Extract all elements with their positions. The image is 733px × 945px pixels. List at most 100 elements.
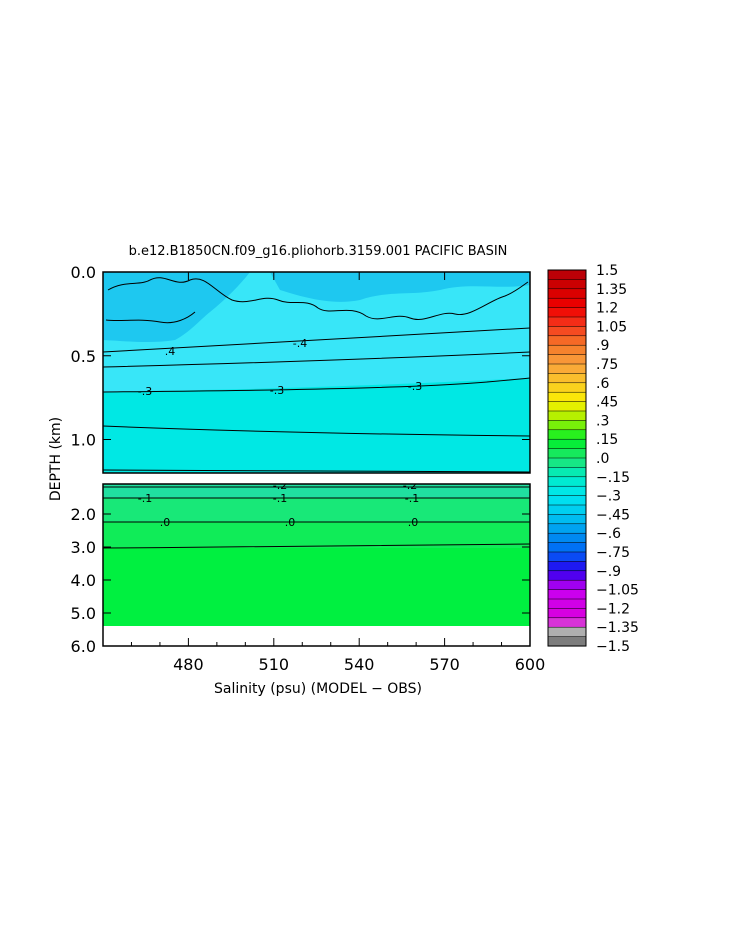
upper-panel: .4 -.4 -.3 -.3 -.3 xyxy=(103,272,530,473)
colorbar-label: .45 xyxy=(596,395,618,411)
colorbar-swatch xyxy=(547,617,587,628)
contour-label-minus-point-3-a: -.3 xyxy=(138,385,152,398)
upper-band-surface-2 xyxy=(270,272,530,302)
lower-band-aqua xyxy=(103,484,530,498)
x-axis: 480 510 540 570 600 xyxy=(130,272,546,674)
colorbar-label: 1.2 xyxy=(596,301,618,317)
contour-minus-point-3 xyxy=(103,377,530,393)
upper-panel-frame xyxy=(102,271,531,474)
y-tick-label: 2.0 xyxy=(71,505,96,524)
contour-label-minus-point-1-c: -.1 xyxy=(405,492,419,505)
colorbar-swatch xyxy=(547,429,587,440)
colorbar-swatch xyxy=(547,561,587,572)
colorbar-swatch xyxy=(547,335,587,346)
lower-band-green xyxy=(103,522,530,548)
y-axis-lower: 2.0 3.0 4.0 5.0 6.0 xyxy=(71,505,530,656)
contour-label-zero-b: .0 xyxy=(285,516,296,529)
colorbar-swatch xyxy=(547,523,587,534)
colorbar-swatch xyxy=(547,608,587,619)
contour-label-minus-point-2-b: -.2 xyxy=(403,479,417,492)
colorbar-swatch xyxy=(547,279,587,290)
contour-label-zero-c: .0 xyxy=(408,516,419,529)
colorbar-swatch xyxy=(547,363,587,374)
colorbar-swatch xyxy=(547,589,587,600)
lower-panel-frame xyxy=(102,483,531,647)
colorbar-swatch xyxy=(547,438,587,450)
contour-label-zero-a: .0 xyxy=(160,516,171,529)
colorbar-swatch xyxy=(547,307,587,318)
colorbar xyxy=(547,269,587,647)
lower-empty-area xyxy=(103,626,530,646)
colorbar-label: −1.2 xyxy=(596,601,630,617)
colorbar-swatch xyxy=(547,269,587,280)
colorbar-label: −.15 xyxy=(596,470,630,486)
contour-minus-point-4-a xyxy=(103,327,530,353)
colorbar-swatch xyxy=(547,570,587,581)
contour-minus-point-2-upper xyxy=(103,425,530,437)
contour-label-minus-point-3-c: -.3 xyxy=(408,380,422,393)
x-tick-label: 570 xyxy=(429,655,460,674)
contour-deep xyxy=(103,543,530,549)
y-tick-label: 6.0 xyxy=(71,637,96,656)
contour-surface xyxy=(107,277,529,320)
colorbar-swatch xyxy=(547,542,587,553)
contour-surface-inner xyxy=(105,311,196,324)
x-tick-label: 600 xyxy=(515,655,546,674)
contour-label-minus-point-1-b: -.1 xyxy=(273,492,287,505)
contour-label-minus-point-4: -.4 xyxy=(293,337,307,350)
lower-panel: -.2 -.2 -.1 -.1 -.1 .0 .0 .0 xyxy=(103,479,530,646)
y-tick-label: 0.5 xyxy=(71,347,96,366)
colorbar-label: 1.5 xyxy=(596,263,618,279)
contour-label-minus-point-1-a: -.1 xyxy=(138,492,152,505)
colorbar-label: .75 xyxy=(596,357,618,373)
colorbar-label: −1.05 xyxy=(596,583,639,599)
colorbar-swatch xyxy=(547,354,587,365)
y-tick-label: 4.0 xyxy=(71,571,96,590)
colorbar-swatch xyxy=(547,532,587,544)
colorbar-swatch xyxy=(547,467,587,478)
colorbar-swatch xyxy=(547,373,587,384)
colorbar-swatch xyxy=(547,598,587,609)
upper-band-surface xyxy=(103,272,250,343)
colorbar-swatch xyxy=(547,420,587,431)
colorbar-label: −1.35 xyxy=(596,620,639,636)
colorbar-label: −.45 xyxy=(596,507,630,523)
colorbar-swatch xyxy=(547,504,587,515)
y-tick-label: 5.0 xyxy=(71,604,96,623)
colorbar-labels: 1.5 1.35 1.2 1.05 .9 .75 .6 .45 .3 .15 .0 −.15 −.3 −.… xyxy=(596,263,639,655)
colorbar-swatch xyxy=(547,626,587,638)
contour-label-minus-point-2-a: -.2 xyxy=(273,479,287,492)
colorbar-label: −.3 xyxy=(596,489,621,505)
colorbar-label: −.75 xyxy=(596,545,630,561)
colorbar-swatch xyxy=(547,326,587,337)
chart-title: b.e12.B1850CN.f09_g16.pliohorb.3159.001 … xyxy=(129,244,508,259)
colorbar-swatch xyxy=(547,448,587,459)
colorbar-swatch xyxy=(547,476,587,487)
y-axis-upper: 0.0 0.5 1.0 xyxy=(71,263,530,450)
colorbar-label: −.9 xyxy=(596,564,621,580)
colorbar-label: −.6 xyxy=(596,526,621,542)
colorbar-swatch xyxy=(547,485,587,497)
colorbar-swatch xyxy=(547,636,587,647)
y-tick-label: 3.0 xyxy=(71,538,96,557)
colorbar-swatch xyxy=(547,297,587,309)
colorbar-swatch xyxy=(547,316,587,327)
y-tick-label: 1.0 xyxy=(71,431,96,450)
x-tick-label: 510 xyxy=(259,655,290,674)
colorbar-label: .0 xyxy=(596,451,609,467)
colorbar-swatch xyxy=(547,495,587,506)
colorbar-swatch xyxy=(547,288,587,299)
x-tick-label: 540 xyxy=(344,655,375,674)
contour-label-minus-point-3-b: -.3 xyxy=(270,384,284,397)
colorbar-swatch xyxy=(547,457,587,468)
lower-band-mint xyxy=(103,498,530,522)
colorbar-label: .6 xyxy=(596,376,609,392)
colorbar-label: .9 xyxy=(596,338,609,354)
contour-label-point-4: .4 xyxy=(165,345,176,358)
x-tick-label: 480 xyxy=(173,655,204,674)
colorbar-label: .15 xyxy=(596,432,618,448)
contour-minus-point-4-b xyxy=(103,351,530,368)
colorbar-swatch xyxy=(547,382,587,393)
colorbar-swatch xyxy=(547,410,587,421)
